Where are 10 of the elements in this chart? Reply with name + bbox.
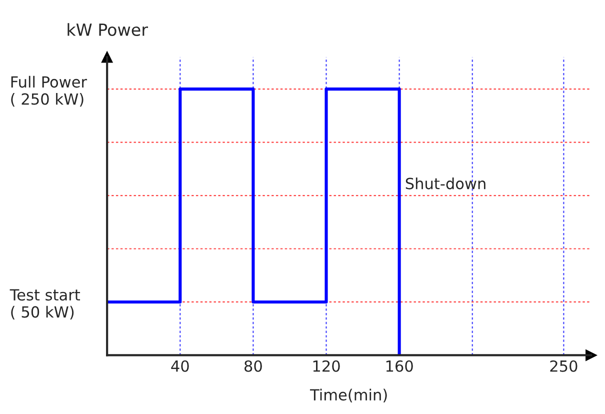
y-tick-label: Full Power ( 250 kW) — [11, 76, 88, 107]
x-tick-label: 40 — [171, 360, 189, 372]
x-axis-title: Time(min) — [310, 388, 387, 402]
annotation: Shut-down — [406, 177, 486, 190]
x-tick-label: 80 — [244, 360, 262, 372]
y-tick-label: Test start ( 50 kW) — [10, 289, 80, 320]
x-tick-label: 160 — [386, 360, 413, 372]
x-tick-label: 250 — [550, 360, 578, 372]
x-tick-label: 120 — [313, 360, 340, 372]
y-axis-title: kW Power — [68, 23, 148, 36]
